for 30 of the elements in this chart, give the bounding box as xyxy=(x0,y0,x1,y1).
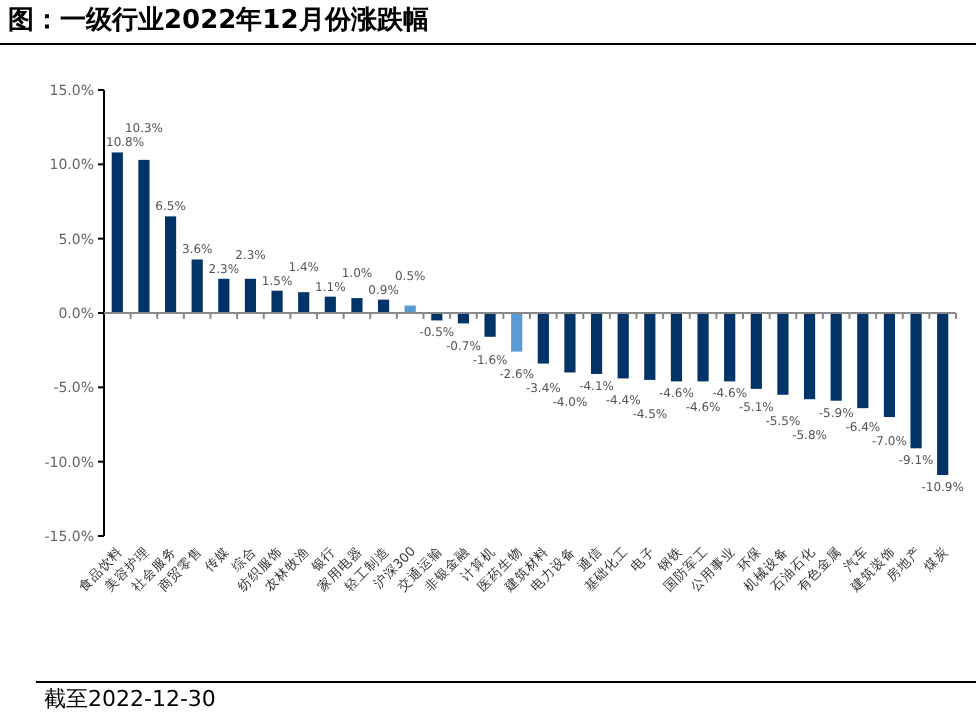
bar xyxy=(937,313,949,476)
bar xyxy=(351,298,363,313)
chart-title: 图：一级行业2022年12月份涨跌幅 xyxy=(8,6,429,36)
bar xyxy=(803,313,816,400)
bar xyxy=(697,313,709,382)
bar xyxy=(484,313,496,337)
bar xyxy=(670,313,683,382)
bar xyxy=(644,313,656,380)
bar xyxy=(777,313,789,395)
bar xyxy=(111,152,123,313)
bar xyxy=(138,159,150,313)
bar xyxy=(271,290,283,313)
bar xyxy=(244,278,257,313)
bar xyxy=(590,313,603,374)
bar xyxy=(298,292,310,313)
bar xyxy=(910,313,922,449)
bar xyxy=(564,313,576,373)
bar xyxy=(750,313,762,389)
bar xyxy=(218,278,230,313)
bar xyxy=(324,296,336,313)
bar xyxy=(511,313,523,352)
bar xyxy=(191,259,203,313)
bar xyxy=(617,313,629,379)
bar xyxy=(164,216,177,313)
bar xyxy=(724,313,736,382)
bar xyxy=(830,313,842,401)
bar xyxy=(883,313,896,418)
bar xyxy=(857,313,869,409)
text: 截至2022-12-30 xyxy=(44,686,216,712)
bar xyxy=(537,313,549,364)
